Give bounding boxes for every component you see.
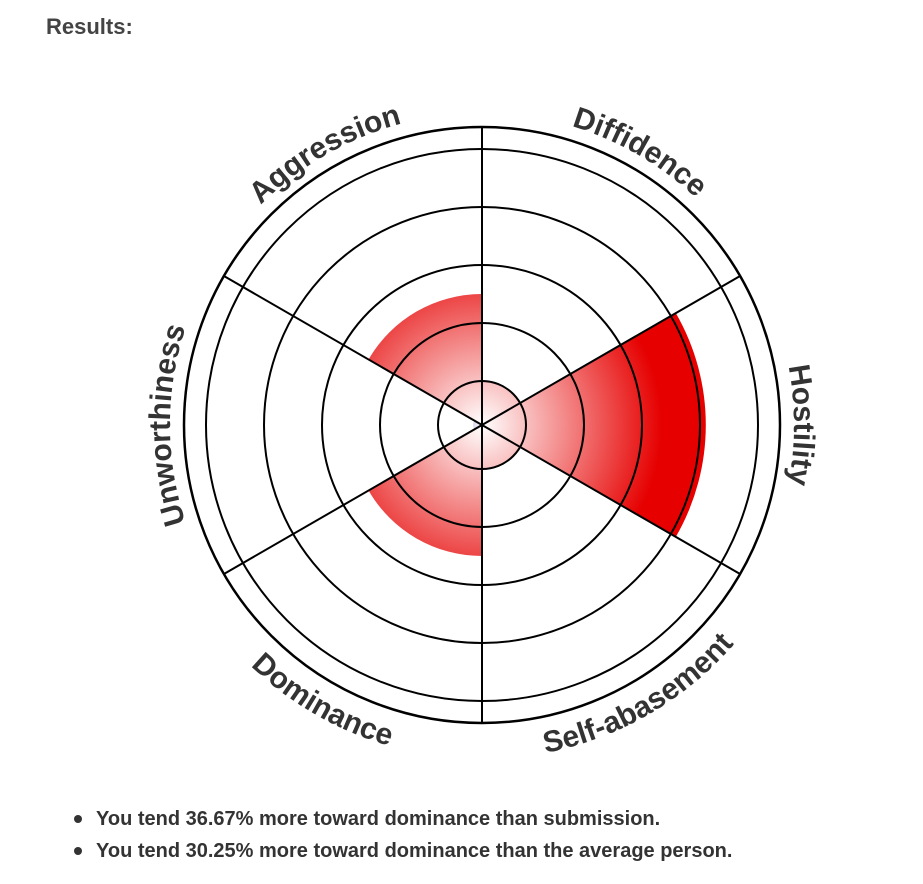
spoke-line xyxy=(223,275,483,426)
label-hostility: Hostility xyxy=(782,362,821,488)
spoke-line xyxy=(481,275,741,426)
spoke-line xyxy=(481,424,741,575)
spoke-line xyxy=(223,424,483,575)
finding-item: You tend 36.67% more toward dominance th… xyxy=(74,806,732,832)
label-self-abasement: Self-abasement xyxy=(540,627,740,760)
finding-text: You tend 30.25% more toward dominance th… xyxy=(96,840,733,862)
finding-text: You tend 36.67% more toward dominance th… xyxy=(96,808,661,830)
sector-dominance xyxy=(368,425,482,556)
bullet-icon xyxy=(74,847,82,855)
findings-list: You tend 36.67% more toward dominance th… xyxy=(74,806,732,870)
label-aggression: Aggression xyxy=(243,98,404,210)
bullet-icon xyxy=(74,815,82,823)
sector-hostility xyxy=(482,313,706,537)
finding-item: You tend 30.25% more toward dominance th… xyxy=(74,838,732,864)
label-dominance: Dominance xyxy=(246,647,397,753)
results-heading: Results: xyxy=(46,14,133,39)
sector-aggression xyxy=(368,294,482,425)
sector-unworthiness xyxy=(473,420,482,430)
label-diffidence: Diffidence xyxy=(569,101,713,203)
polar-chart: Diffidence Hostility Self-abasement Dominan… xyxy=(144,98,821,760)
